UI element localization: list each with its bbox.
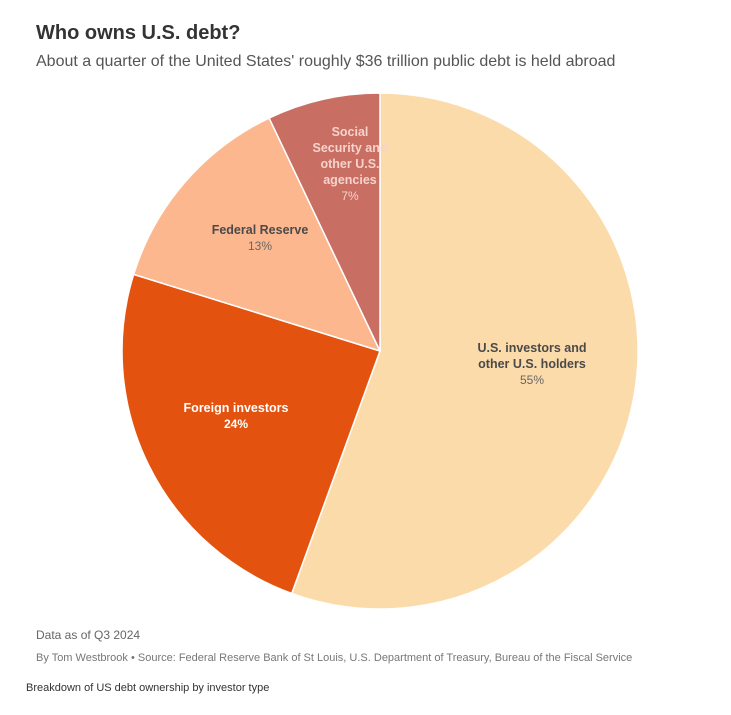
chart-subtitle: About a quarter of the United States' ro… — [36, 53, 616, 70]
slice-label: Social Security and other U.S. agencies 7% — [312, 125, 387, 203]
pie-slice — [290, 92, 639, 610]
pie-chart: U.S. investors and other U.S. holders 55% F… — [121, 92, 639, 610]
pie-slice — [121, 273, 381, 595]
source-credit: By Tom Westbrook • Source: Federal Reser… — [36, 652, 633, 664]
slice-percent-label: 55% — [520, 373, 544, 387]
slice-percent-label: 24% — [224, 417, 248, 431]
slice-name: Social — [332, 125, 369, 139]
slice-name: other U.S. — [320, 157, 379, 171]
slice-name: agencies — [323, 173, 377, 187]
pie-slices — [121, 92, 639, 610]
data-date-note: Data as of Q3 2024 — [36, 628, 141, 642]
chart-title: Who owns U.S. debt? — [36, 22, 241, 44]
pie-labels: U.S. investors and other U.S. holders 55% F… — [184, 125, 587, 431]
slice-percent-label: 13% — [248, 239, 272, 253]
pie-slice — [268, 92, 381, 352]
slice-name: U.S. investors and — [477, 341, 586, 355]
pie-slice — [132, 117, 382, 353]
slice-name: other U.S. holders — [478, 357, 586, 371]
slice-name: Foreign investors — [184, 401, 289, 415]
image-caption: Breakdown of US debt ownership by invest… — [26, 682, 270, 694]
slice-name: Federal Reserve — [212, 223, 309, 237]
slice-name: Security and — [312, 141, 387, 155]
slice-label: Federal Reserve 13% — [212, 223, 309, 253]
slice-label: Foreign investors 24% — [184, 401, 289, 431]
slice-label: U.S. investors and other U.S. holders 55% — [477, 341, 586, 387]
slice-percent-label: 7% — [341, 189, 359, 203]
